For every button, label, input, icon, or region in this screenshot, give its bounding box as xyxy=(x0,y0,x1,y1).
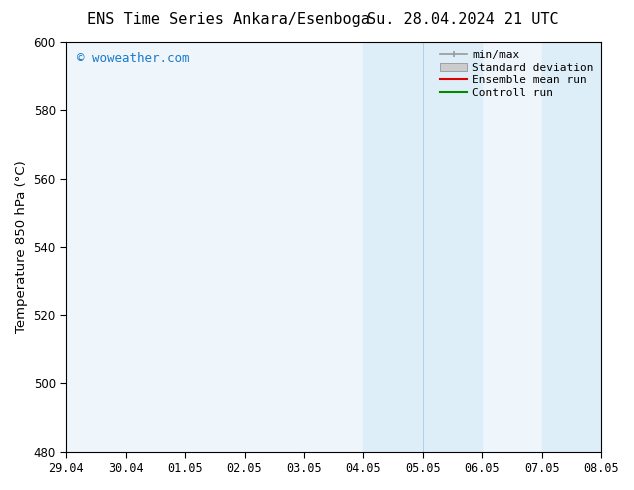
Text: ENS Time Series Ankara/Esenboga: ENS Time Series Ankara/Esenboga xyxy=(87,12,370,27)
Y-axis label: Temperature 850 hPa (°C): Temperature 850 hPa (°C) xyxy=(15,160,28,333)
Bar xyxy=(541,42,634,452)
Legend: min/max, Standard deviation, Ensemble mean run, Controll run: min/max, Standard deviation, Ensemble me… xyxy=(437,48,595,100)
Bar xyxy=(363,42,482,452)
Text: © woweather.com: © woweather.com xyxy=(77,52,190,65)
Text: Su. 28.04.2024 21 UTC: Su. 28.04.2024 21 UTC xyxy=(367,12,559,27)
